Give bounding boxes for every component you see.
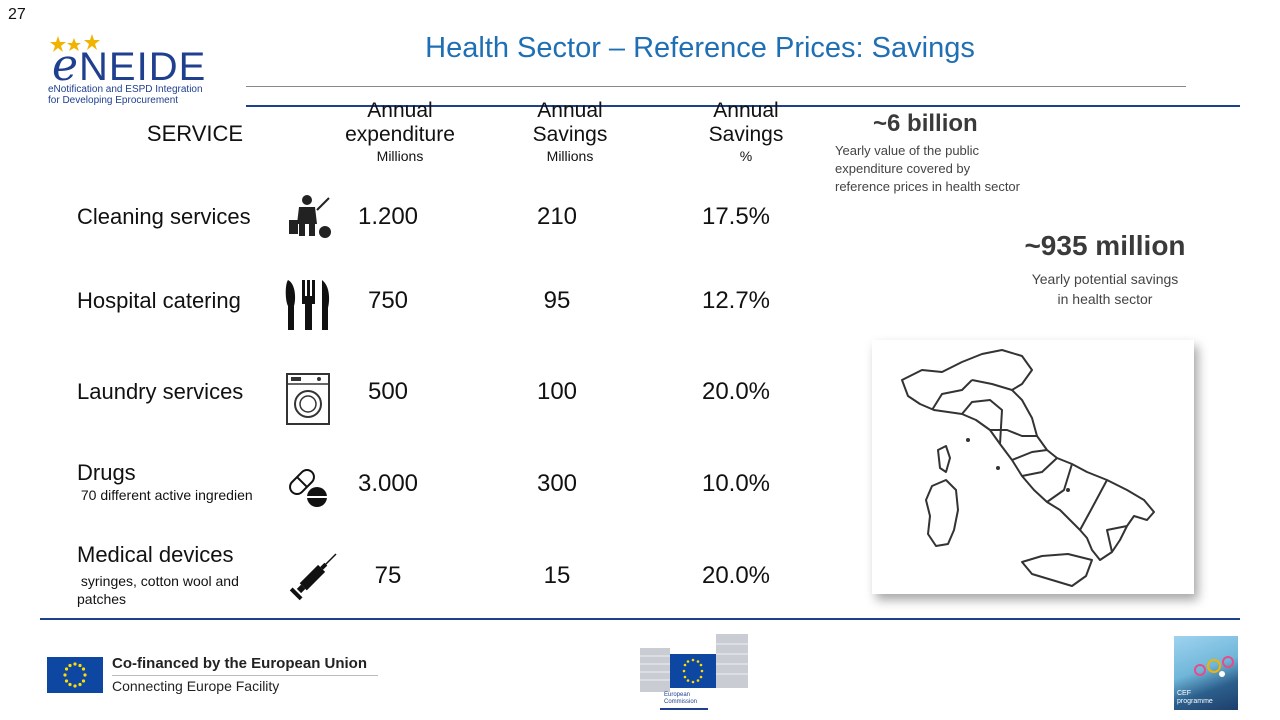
- european-commission-logo: European Commission: [640, 634, 750, 712]
- stat-billion-desc: Yearly value of the public expenditure c…: [835, 143, 1020, 194]
- slide-number: 27: [8, 6, 26, 23]
- cutlery-icon: [285, 280, 330, 330]
- row-sub-drugs: 70 different active ingredien: [77, 487, 253, 503]
- expenditure-laundry: 500: [367, 378, 409, 405]
- savings-devices: 15: [543, 562, 571, 589]
- cef-programme-logo: CEF programme: [1174, 636, 1238, 710]
- row-label-drugs: Drugs 70 different active ingredien: [77, 460, 253, 503]
- slide-title: Health Sector – Reference Prices: Saving…: [425, 32, 975, 64]
- pills-icon: [289, 469, 327, 507]
- eneide-logo: eNEIDE eNotification and ESPD Integratio…: [44, 34, 244, 110]
- expenditure-devices: 75: [374, 562, 402, 589]
- expenditure-cleaning: 1.200: [357, 203, 419, 230]
- facility-text: Connecting Europe Facility: [112, 678, 280, 694]
- washing-machine-icon: [286, 373, 330, 425]
- stat-million-desc: Yearly potential savings in health secto…: [1031, 271, 1179, 307]
- cofinanced-rule: [112, 675, 378, 676]
- savings-drugs: 300: [536, 470, 578, 497]
- commission-label: European Commission: [664, 692, 698, 705]
- header-savings: Annual Savings Millions: [532, 99, 608, 164]
- savings-catering: 95: [543, 287, 571, 314]
- expenditure-catering: 750: [367, 287, 409, 314]
- italy-map-card: [872, 340, 1194, 594]
- cef-decoration-icon: [1194, 656, 1234, 677]
- header-savings-pct: Annual Savings %: [708, 99, 784, 164]
- row-label-laundry: Laundry services: [77, 379, 244, 404]
- savings-cleaning: 210: [536, 203, 578, 230]
- pct-laundry: 20.0%: [701, 378, 771, 405]
- commission-building-icon: [640, 634, 748, 692]
- cleaning-worker-icon: [289, 195, 331, 238]
- row-sub2-devices: patches: [77, 591, 127, 607]
- cofinanced-text: Co-financed by the European Union: [112, 655, 368, 672]
- row-sub-devices: syringes, cotton wool and: [77, 573, 239, 589]
- header-divider: [246, 105, 1240, 107]
- stat-million-value: ~935 million: [1024, 230, 1186, 261]
- eu-flag-icon: [47, 657, 103, 693]
- logo-stars-icon: [50, 34, 100, 52]
- savings-laundry: 100: [536, 378, 578, 405]
- pct-cleaning: 17.5%: [701, 203, 771, 230]
- logo-subtitle: eNotification and ESPD Integration for D…: [48, 84, 203, 106]
- logo-wordmark: eNEIDE: [52, 40, 207, 91]
- row-label-catering: Hospital catering: [77, 288, 241, 313]
- cef-label: CEF programme: [1177, 690, 1213, 705]
- syringe-icon: [289, 553, 337, 601]
- footer-divider: [40, 618, 1240, 620]
- title-underline: [246, 86, 1186, 87]
- commission-rule: [660, 708, 708, 710]
- pct-catering: 12.7%: [701, 287, 771, 314]
- pct-drugs: 10.0%: [701, 470, 771, 497]
- row-label-devices: Medical devices syringes, cotton wool an…: [77, 542, 239, 607]
- italy-map-icon: [901, 349, 1155, 587]
- pct-devices: 20.0%: [701, 562, 771, 589]
- expenditure-drugs: 3.000: [357, 470, 419, 497]
- stat-billion-value: ~6 billion: [873, 110, 978, 137]
- header-expenditure: Annual expenditure Millions: [345, 99, 455, 164]
- row-label-cleaning: Cleaning services: [77, 204, 251, 229]
- header-service: SERVICE: [146, 121, 244, 146]
